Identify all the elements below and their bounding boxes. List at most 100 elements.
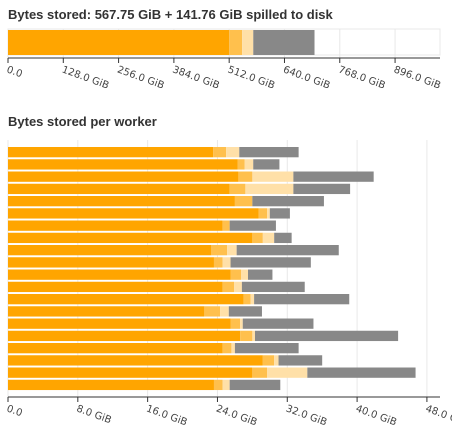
worker-bar-memory-pale[interactable] [267, 367, 308, 378]
worker-tick: 32.0 GiB [284, 397, 328, 429]
worker-bar-memory-pale[interactable] [231, 343, 235, 354]
worker-bar-memory-pale[interactable] [244, 159, 254, 170]
worker-bar-memory-light[interactable] [262, 355, 275, 366]
worker-bar-memory-pale[interactable] [240, 318, 243, 329]
total-bar-memory[interactable] [8, 30, 230, 55]
worker-bar-memory[interactable] [8, 294, 244, 305]
worker-bar-memory-pale[interactable] [252, 171, 294, 182]
total-tick: 512.0 GiB [226, 58, 276, 92]
worker-bar-memory[interactable] [8, 208, 259, 219]
worker-bar-memory-pale[interactable] [252, 330, 255, 342]
worker-bar-memory[interactable] [8, 220, 223, 231]
worker-bar-spilled[interactable] [228, 306, 262, 317]
worker-bar-spilled[interactable] [236, 245, 339, 256]
worker-bar-spilled[interactable] [253, 159, 280, 170]
worker-bar-spilled[interactable] [239, 147, 299, 158]
worker-tick: 40.0 GiB [354, 397, 398, 429]
worker-tick-label: 0.0 [5, 403, 24, 419]
worker-bar-memory-light[interactable] [252, 367, 268, 378]
worker-bar-memory-light[interactable] [234, 196, 253, 207]
worker-bar-memory-light[interactable] [222, 343, 232, 354]
worker-bar-memory-pale[interactable] [220, 306, 229, 317]
worker-bar-memory[interactable] [8, 196, 235, 207]
total-tick-label: 896.0 GiB [392, 64, 442, 91]
worker-tick-label: 24.0 GiB [214, 403, 258, 428]
worker-bar-memory[interactable] [8, 355, 263, 366]
worker-tick-label: 16.0 GiB [145, 403, 189, 428]
worker-bar-memory[interactable] [8, 245, 212, 256]
worker-bar-memory[interactable] [8, 232, 253, 244]
worker-bar-memory-pale[interactable] [227, 245, 237, 256]
worker-bar-memory-light[interactable] [252, 232, 263, 244]
worker-bar-memory[interactable] [8, 183, 230, 195]
total-bar-spilled[interactable] [253, 30, 315, 55]
worker-bar-memory-pale[interactable] [262, 232, 275, 244]
worker-bar-memory-pale[interactable] [226, 147, 240, 158]
total-tick: 128.0 GiB [60, 58, 110, 92]
worker-tick: 8.0 GiB [75, 397, 113, 426]
worker-bar-memory-light[interactable] [204, 306, 221, 317]
worker-bar-memory-light[interactable] [222, 281, 235, 293]
worker-bar-memory[interactable] [8, 269, 231, 280]
total-tick: 640.0 GiB [281, 58, 332, 92]
worker-bar-memory-light[interactable] [211, 245, 228, 256]
worker-bar-memory-pale[interactable] [241, 269, 248, 280]
worker-tick-label: 8.0 GiB [75, 403, 113, 426]
worker-bar-spilled[interactable] [278, 355, 323, 366]
worker-bar-memory-pale[interactable] [267, 208, 270, 219]
worker-bar-memory[interactable] [8, 330, 241, 342]
worker-bar-memory[interactable] [8, 159, 238, 170]
worker-bar-memory-light[interactable] [230, 318, 241, 329]
worker-bar-memory[interactable] [8, 171, 239, 182]
worker-bar-memory[interactable] [8, 257, 214, 268]
worker-bar-spilled[interactable] [241, 281, 305, 293]
worker-bar-memory-light[interactable] [240, 330, 253, 342]
worker-bar-spilled[interactable] [293, 171, 374, 182]
worker-chart-title: Bytes stored per worker [8, 114, 157, 129]
worker-bar-memory-light[interactable] [229, 183, 246, 195]
worker-bar-memory-light[interactable] [230, 269, 242, 280]
worker-bar-memory-pale[interactable] [222, 257, 231, 268]
worker-bar-memory[interactable] [8, 281, 223, 293]
worker-bar-memory-pale[interactable] [274, 355, 279, 366]
worker-bar-memory[interactable] [8, 379, 214, 391]
worker-bar-spilled[interactable] [293, 183, 351, 195]
worker-bar-spilled[interactable] [274, 232, 292, 244]
worker-bar-spilled[interactable] [254, 294, 350, 305]
worker-bar-spilled[interactable] [254, 330, 399, 342]
worker-bar-spilled[interactable] [269, 208, 290, 219]
total-bar-memory-pale[interactable] [242, 30, 254, 55]
worker-bar-memory[interactable] [8, 318, 231, 329]
worker-bar-memory[interactable] [8, 367, 253, 378]
worker-bar-spilled[interactable] [230, 257, 311, 268]
worker-bar-spilled[interactable] [229, 379, 281, 391]
worker-bar-memory-light[interactable] [213, 379, 223, 391]
worker-bar-spilled[interactable] [252, 196, 324, 207]
total-tick-label: 256.0 GiB [116, 64, 166, 91]
worker-bar-spilled[interactable] [242, 318, 314, 329]
worker-bar-memory-pale[interactable] [222, 379, 230, 391]
worker-tick: 0.0 [5, 397, 24, 419]
worker-bar-memory-light[interactable] [213, 257, 223, 268]
worker-bar-memory[interactable] [8, 147, 214, 158]
worker-bar-spilled[interactable] [229, 220, 276, 231]
worker-bar-memory[interactable] [8, 306, 205, 317]
worker-bar-spilled[interactable] [307, 367, 416, 378]
worker-bar-memory-light[interactable] [213, 147, 227, 158]
worker-bar-memory-light[interactable] [258, 208, 268, 219]
worker-bar-memory-pale[interactable] [250, 294, 255, 305]
total-bar-memory-light[interactable] [229, 30, 243, 55]
worker-bar-memory-light[interactable] [237, 159, 245, 170]
worker-bar-spilled[interactable] [234, 343, 299, 354]
total-tick-label: 768.0 GiB [337, 64, 387, 91]
total-tick: 384.0 GiB [171, 58, 221, 92]
worker-bar-memory-pale[interactable] [234, 281, 242, 293]
total-tick: 896.0 GiB [392, 58, 442, 92]
worker-bar-spilled[interactable] [248, 269, 273, 280]
worker-bar-memory-light[interactable] [243, 294, 251, 305]
total-chart-title: Bytes stored: 567.75 GiB + 141.76 GiB sp… [8, 7, 333, 22]
worker-bar-memory-light[interactable] [222, 220, 230, 231]
worker-bar-memory-pale[interactable] [245, 183, 294, 195]
worker-bar-memory-light[interactable] [238, 171, 253, 182]
worker-bar-memory[interactable] [8, 343, 223, 354]
